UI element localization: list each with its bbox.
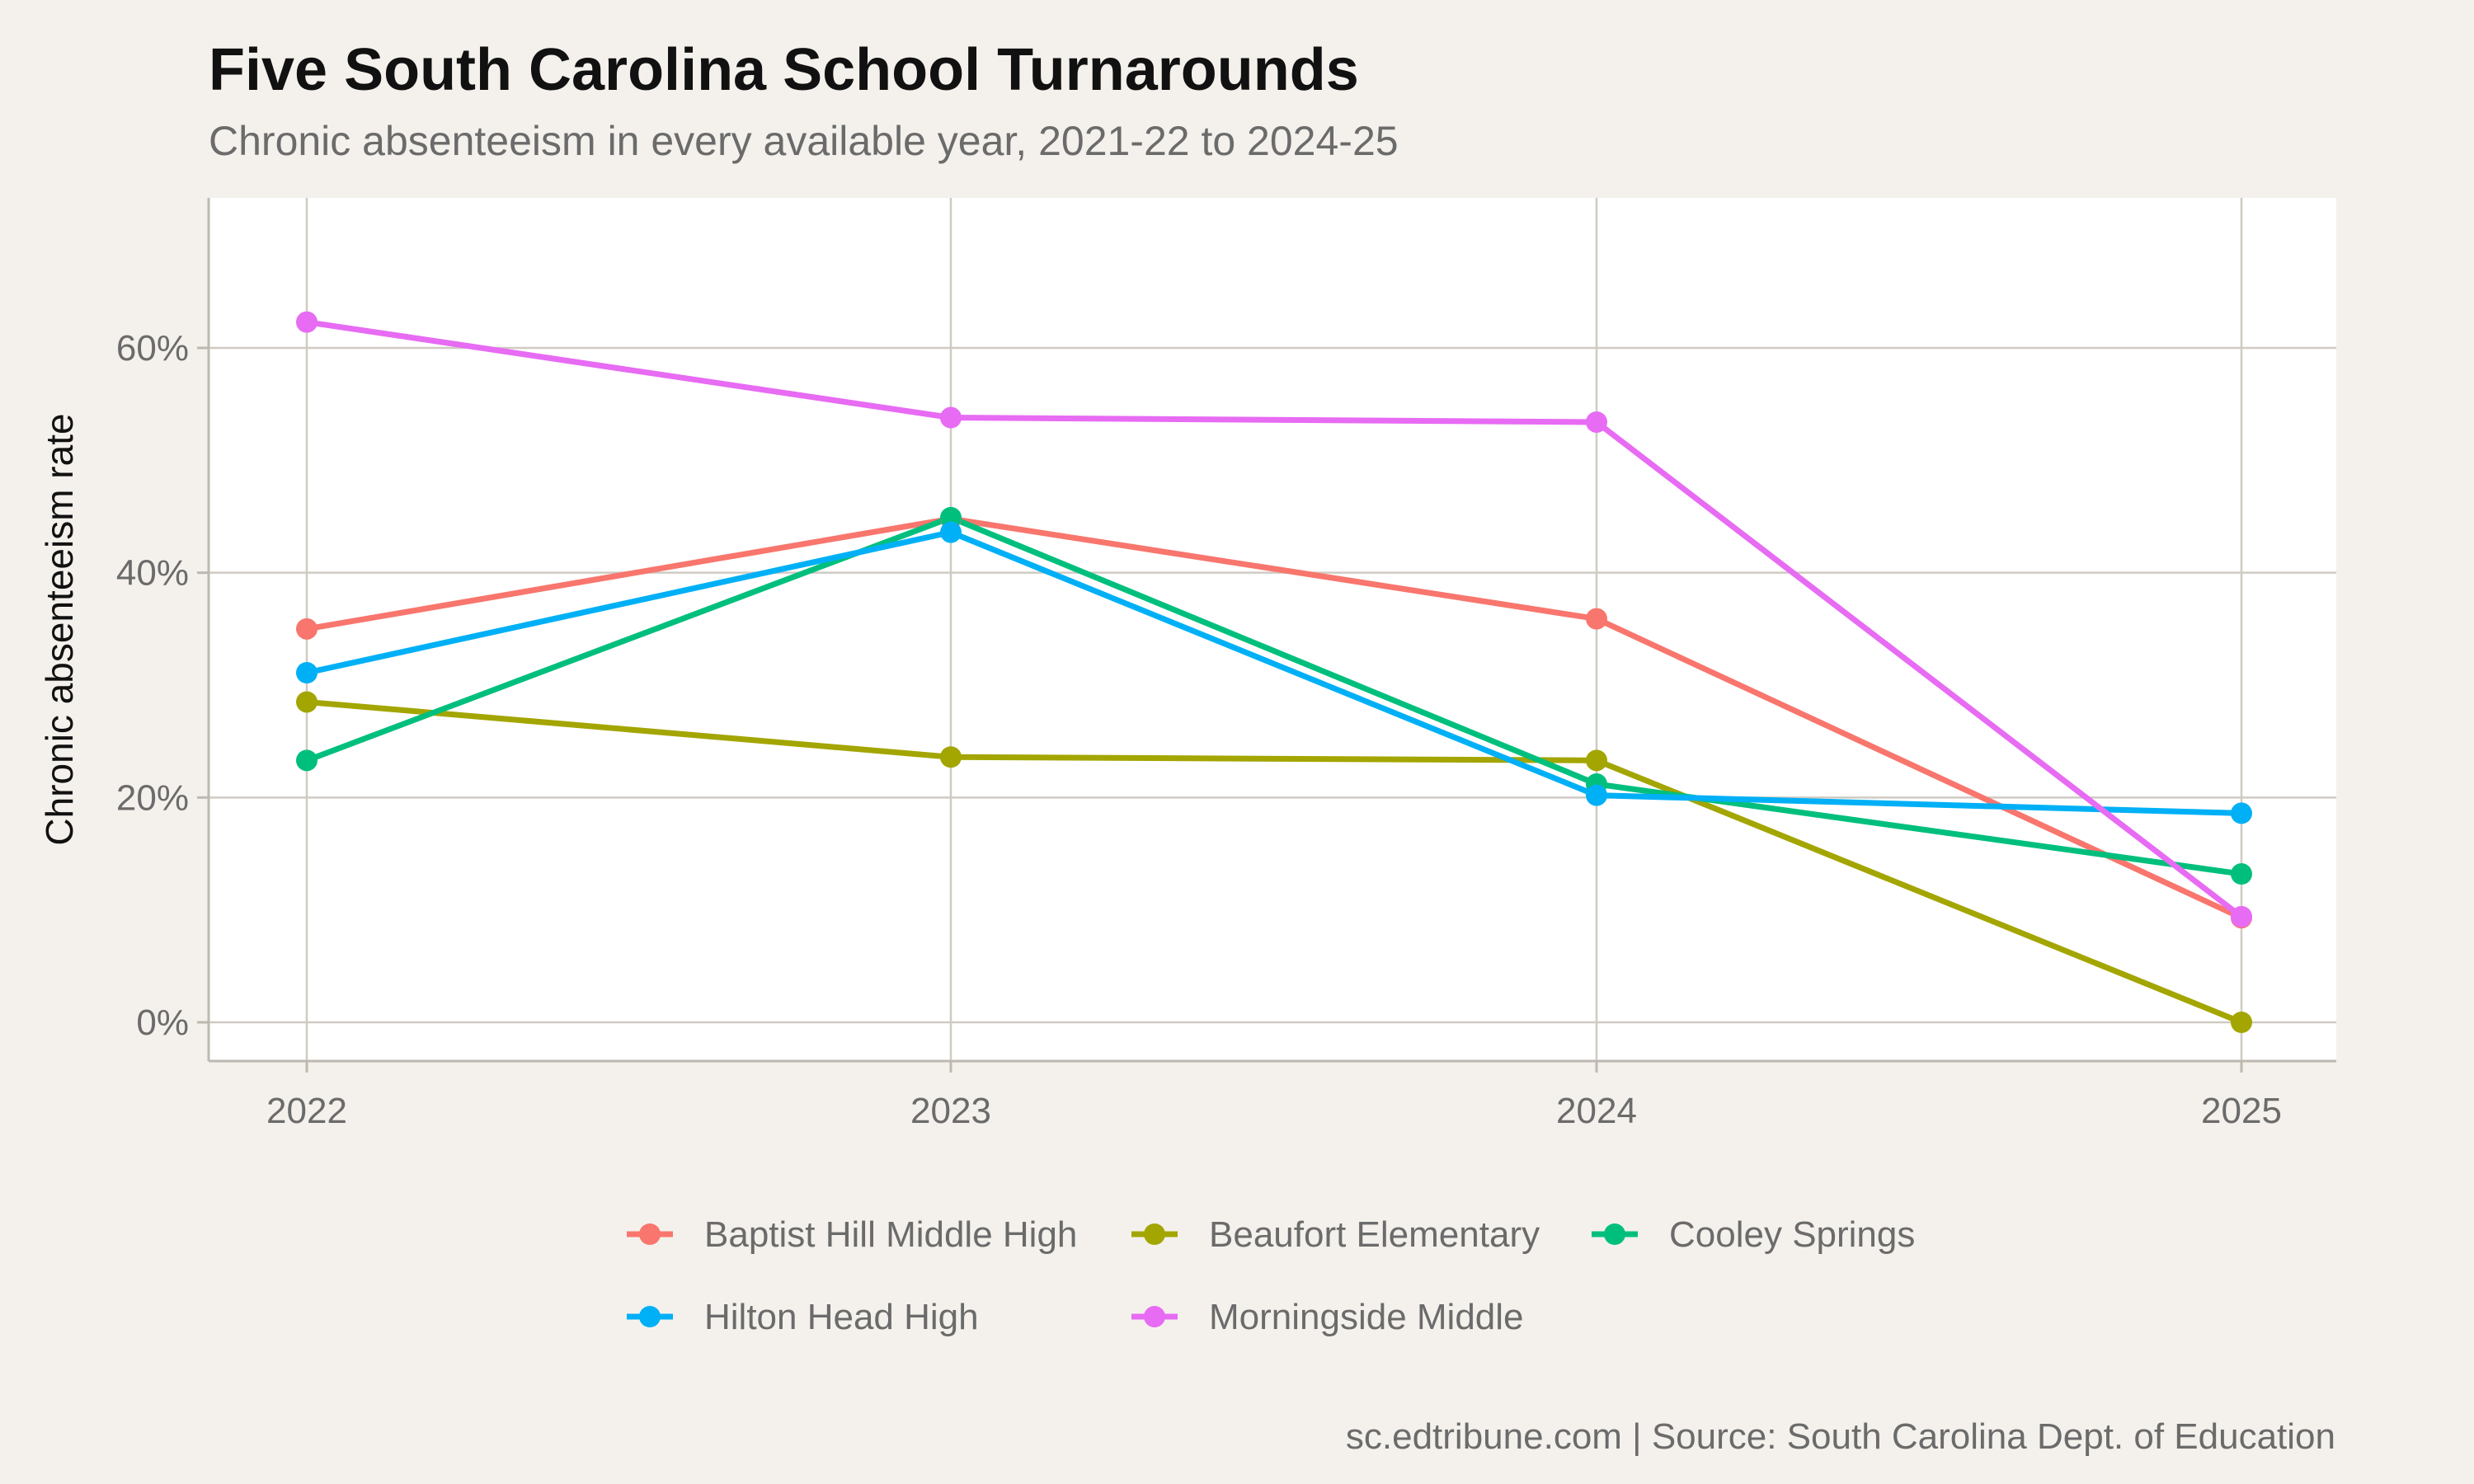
legend-key-point [1144,1223,1165,1245]
series-line [303,514,2245,877]
y-tick-label: 20% [116,777,189,818]
data-point [296,311,317,333]
data-point [1586,411,1607,433]
data-point [2231,905,2252,928]
series-line [303,515,2245,921]
series-line [303,319,2245,920]
y-tick-label: 40% [116,553,189,594]
chart-title: Five South Carolina School Turnarounds [209,37,1359,103]
data-point [1586,749,1607,772]
legend-label: Cooley Springs [1669,1214,1915,1255]
data-point [296,618,317,640]
data-point [1586,608,1607,630]
legend-key-point [1144,1306,1165,1327]
data-point [296,691,317,713]
x-tick-label: 2024 [1556,1091,1637,1131]
legend-key-point [1604,1223,1625,1245]
legend-key-point [639,1223,661,1245]
legend-label: Hilton Head High [704,1297,979,1337]
x-tick-label: 2022 [266,1091,347,1131]
x-tick-label: 2023 [910,1091,991,1131]
legend-label: Beaufort Elementary [1209,1214,1540,1255]
data-point [2231,863,2252,885]
chart-subtitle: Chronic absenteeism in every available y… [209,118,1399,164]
legend-label: Morningside Middle [1209,1297,1524,1337]
data-point [940,406,962,429]
legend-label: Baptist Hill Middle High [704,1214,1077,1255]
source-caption: sc.edtribune.com | Source: South Carolin… [1345,1416,2335,1457]
data-point [296,662,317,684]
series-line [303,698,2245,1026]
y-axis-title: Chronic absenteeism rate [38,413,81,845]
y-tick-label: 0% [136,1003,189,1043]
data-point [1586,784,1607,806]
x-tick-label: 2025 [2201,1091,2282,1131]
data-point [940,521,962,543]
y-tick-label: 60% [116,328,189,369]
data-point [2231,802,2252,824]
series-line [303,529,2245,816]
data-point [296,749,317,772]
legend-key-point [639,1306,661,1327]
data-point [940,746,962,768]
data-point [2231,1012,2252,1033]
